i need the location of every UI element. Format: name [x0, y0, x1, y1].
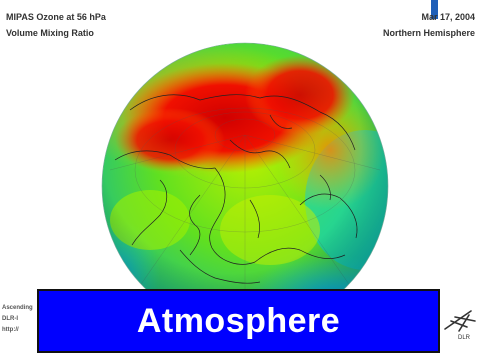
map-title: MIPAS Ozone at 56 hPa Volume Mixing Rati…: [6, 9, 106, 41]
title-line-2: Volume Mixing Ratio: [6, 28, 94, 38]
atmosphere-banner: Atmosphere: [37, 289, 440, 353]
footer-credits: Ascending DLR-I http://: [2, 303, 33, 336]
banner-label: Atmosphere: [136, 301, 341, 340]
footer-line-3: http://: [2, 327, 19, 333]
map-meta: Mar 17, 2004 Northern Hemisphere: [383, 9, 475, 41]
logo-text: DLR: [458, 335, 471, 341]
footer-line-2: DLR-I: [2, 316, 18, 322]
footer-line-1: Ascending: [2, 305, 33, 311]
map-region: Northern Hemisphere: [382, 28, 475, 38]
title-line-1: MIPAS Ozone at 56 hPa: [6, 12, 106, 22]
dlr-logo-icon: [444, 310, 476, 332]
accent-bar: [431, 0, 438, 19]
map-date: Mar 17, 2004: [421, 12, 475, 22]
